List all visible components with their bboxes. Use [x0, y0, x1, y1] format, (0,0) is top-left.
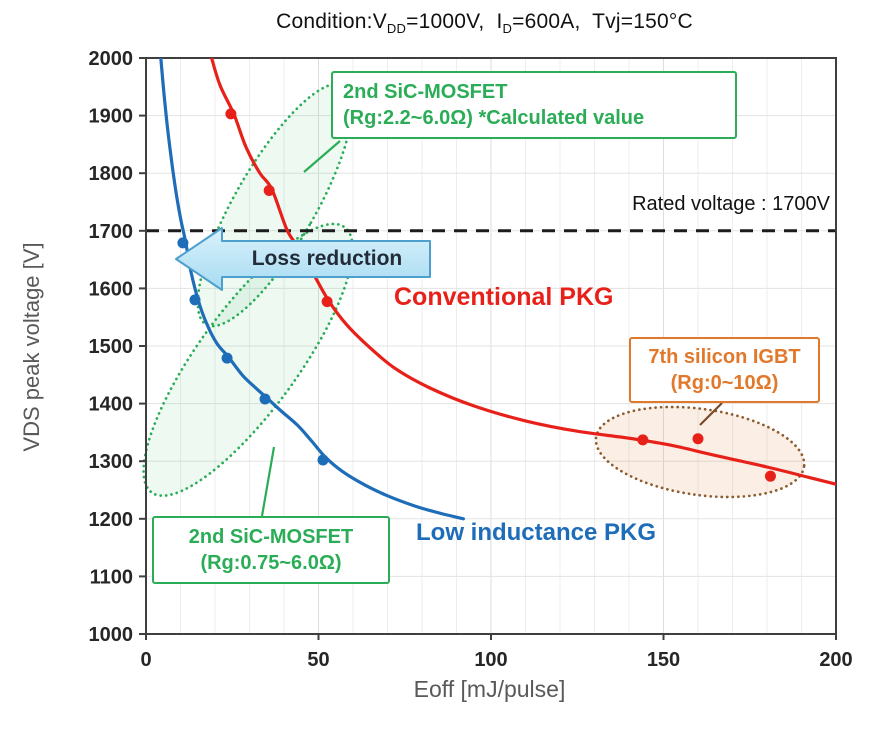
data-point-low-inductance-pkg	[177, 237, 189, 249]
y-tick-label: 1100	[90, 566, 133, 588]
annotation-line: 2nd SiC-MOSFET	[343, 81, 508, 103]
x-tick-label: 100	[474, 649, 507, 671]
loss-reduction-label: Loss reduction	[251, 247, 403, 270]
group-ellipse-sic-mosfet-group	[142, 222, 355, 498]
title-subscript-id: D	[502, 21, 513, 37]
annotation-leader-line	[303, 140, 341, 173]
y-axis-title: VDS peak voltage [V]	[19, 242, 44, 452]
title-segment: =600A, Tvj=150°C	[512, 10, 693, 33]
rated-voltage-label: Rated voltage : 1700V	[632, 193, 830, 215]
x-tick-label: 0	[140, 649, 151, 671]
annotation-leader-line	[699, 402, 723, 426]
x-tick-label: 200	[819, 649, 852, 671]
x-tick-label: 150	[647, 649, 680, 671]
y-tick-label: 2000	[89, 48, 134, 70]
annotation-line: (Rg:2.2~6.0Ω) *Calculated value	[343, 107, 645, 129]
annotation-box-sic-calculated: 2nd SiC-MOSFET (Rg:2.2~6.0Ω) *Calculated…	[331, 71, 737, 139]
title-segment: =1000V, I	[406, 10, 503, 33]
annotation-leader-line	[260, 446, 276, 517]
annotation-line: 2nd SiC-MOSFET	[188, 526, 354, 548]
y-tick-label: 1700	[89, 221, 134, 243]
curve-conventional-pkg	[210, 58, 836, 486]
data-point-conventional-pkg	[263, 184, 275, 196]
data-point-low-inductance-pkg	[189, 294, 201, 306]
annotation-line: (Rg:0~10Ω)	[670, 372, 779, 394]
annotation-box-silicon-igbt: 7th silicon IGBT (Rg:0~10Ω)	[629, 337, 820, 403]
y-tick-label: 1600	[89, 278, 134, 300]
y-tick-label: 1400	[89, 394, 134, 416]
low-inductance-pkg-label: Low inductance PKG	[416, 519, 657, 546]
conventional-pkg-label: Conventional PKG	[394, 283, 614, 311]
y-tick-label: 1300	[89, 451, 134, 473]
title-subscript-vdd: DD	[386, 21, 407, 37]
chart-title: Condition:VDD=1000V, ID=600A, Tvj=150°C	[0, 10, 889, 36]
data-point-conventional-pkg	[321, 296, 333, 308]
loss-reduction-arrow	[175, 227, 431, 291]
x-axis-title: Eoff [mJ/pulse]	[413, 676, 566, 702]
title-segment: Condition:V	[276, 10, 387, 33]
annotation-line: (Rg:0.75~6.0Ω)	[200, 552, 342, 574]
y-tick-label: 1000	[89, 624, 134, 646]
curve-low-inductance-pkg	[159, 58, 465, 521]
x-tick-label: 50	[307, 649, 329, 671]
annotation-line: 7th silicon IGBT	[648, 346, 801, 368]
data-point-conventional-pkg	[637, 434, 649, 446]
data-point-conventional-pkg	[764, 470, 776, 482]
y-tick-label: 1200	[89, 509, 134, 531]
data-point-low-inductance-pkg	[317, 454, 329, 466]
annotation-box-sic-mosfet: 2nd SiC-MOSFET (Rg:0.75~6.0Ω)	[152, 516, 390, 584]
y-tick-label: 1900	[89, 106, 134, 128]
data-point-low-inductance-pkg	[221, 352, 233, 364]
y-tick-label: 1500	[89, 336, 134, 358]
y-tick-label: 1800	[89, 163, 134, 185]
data-point-conventional-pkg	[692, 433, 704, 445]
data-point-conventional-pkg	[225, 108, 237, 120]
data-point-low-inductance-pkg	[259, 393, 271, 405]
